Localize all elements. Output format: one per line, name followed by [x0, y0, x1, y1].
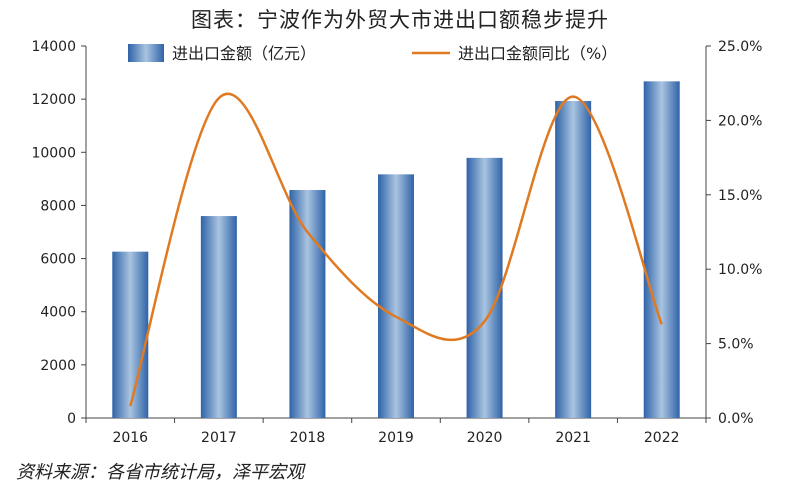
bar — [378, 174, 414, 418]
bar — [200, 216, 237, 418]
bar — [643, 81, 680, 418]
x-tick-label: 2022 — [644, 430, 680, 446]
x-tick-label: 2016 — [112, 430, 148, 446]
yoy-line — [129, 92, 663, 407]
legend-bar-label: 进出口金额（亿元） — [172, 44, 316, 63]
legend-line-label: 进出口金额同比（%） — [458, 44, 617, 63]
legend-bar-swatch — [128, 44, 164, 62]
x-tick-label: 2020 — [467, 430, 503, 446]
y-left-tick-label: 8000 — [40, 198, 76, 214]
bar — [466, 157, 503, 418]
bar — [289, 190, 326, 418]
y-right-tick-label: 15.0% — [718, 188, 762, 204]
x-tick-label: 2018 — [290, 430, 326, 446]
y-right-tick-label: 5.0% — [718, 337, 754, 353]
y-right-tick-label: 0.0% — [718, 411, 754, 427]
source-note: 资料来源：各省市统计局，泽平宏观 — [16, 462, 304, 483]
bar — [112, 251, 149, 418]
chart-title: 图表：宁波作为外贸大市进出口额稳步提升 — [191, 8, 609, 32]
bar — [555, 101, 592, 418]
y-left-tick-label: 2000 — [40, 358, 76, 374]
x-tick-label: 2019 — [378, 430, 414, 446]
y-right-tick-label: 20.0% — [718, 113, 762, 129]
y-left-tick-label: 10000 — [31, 145, 76, 161]
y-left-tick-label: 4000 — [40, 305, 76, 321]
y-left-tick-label: 6000 — [40, 252, 76, 268]
x-tick-label: 2017 — [201, 430, 237, 446]
x-tick-label: 2021 — [555, 430, 591, 446]
y-left-tick-label: 12000 — [31, 92, 76, 108]
y-left-tick-label: 14000 — [31, 39, 76, 55]
y-right-tick-label: 10.0% — [718, 262, 762, 278]
y-left-tick-label: 0 — [67, 411, 76, 427]
y-right-tick-label: 25.0% — [718, 39, 762, 55]
